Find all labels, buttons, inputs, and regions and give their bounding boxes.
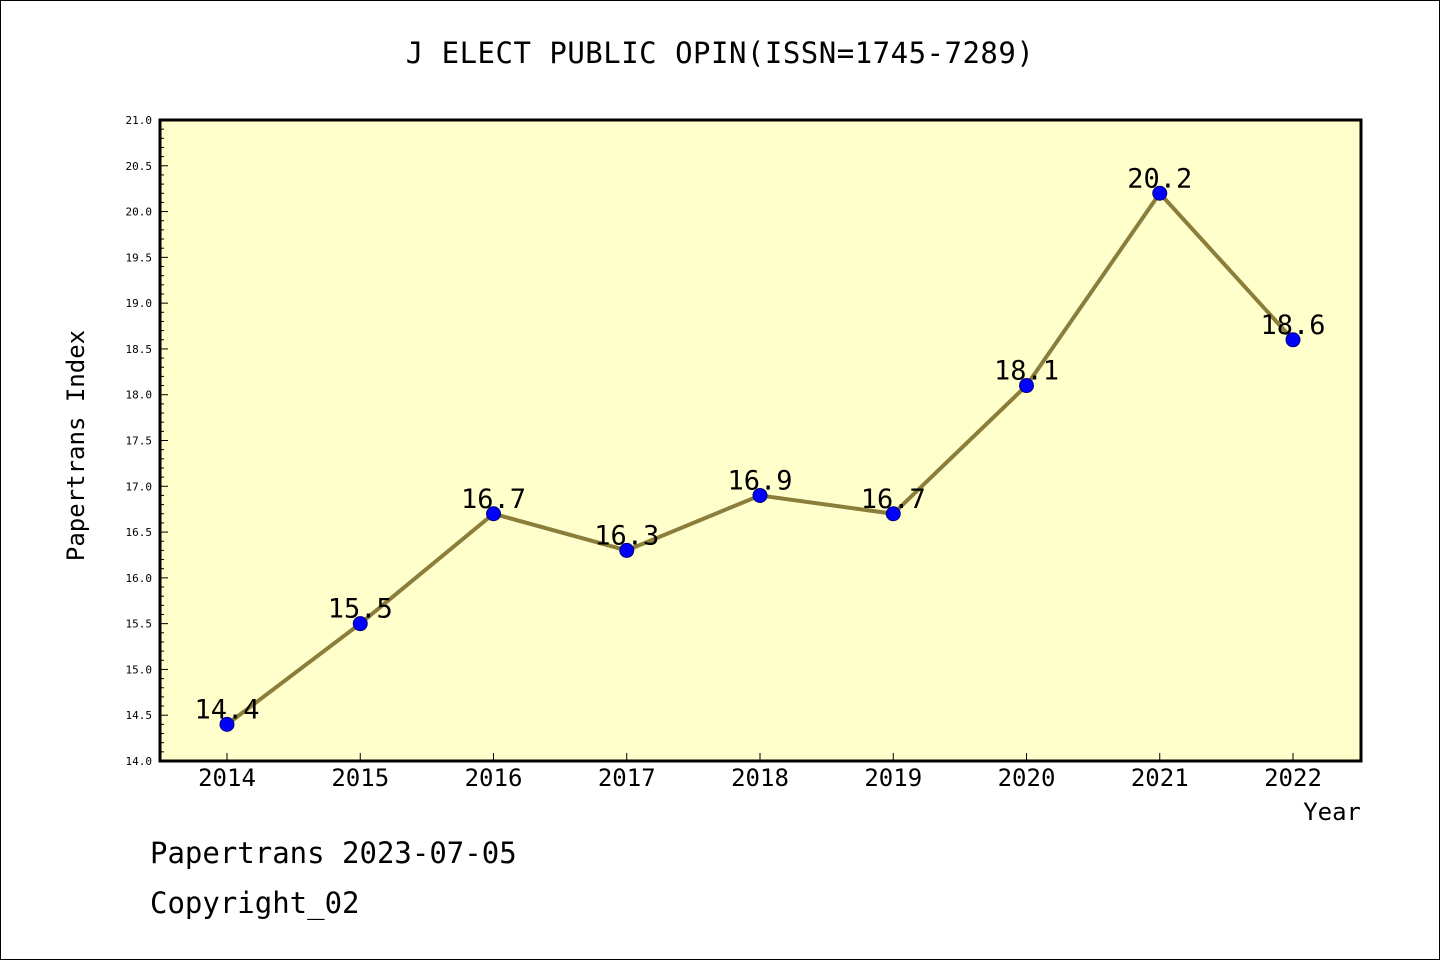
x-tick-label: 2016 (465, 764, 523, 792)
y-tick-label: 21.0 (126, 114, 153, 127)
x-axis-ticks: 2014 2015 2016 2017 2018 2019 2020 2021 2022 (198, 753, 1322, 792)
data-label: 18.6 (1260, 310, 1325, 341)
data-point-marker (486, 506, 501, 522)
y-tick-label: 17.5 (126, 435, 153, 448)
x-tick-label: 2021 (1131, 764, 1189, 792)
data-point-marker (219, 716, 235, 732)
data-point-marker (352, 616, 368, 632)
x-tick-label: 2019 (864, 764, 922, 792)
data-point-marker (1152, 185, 1168, 201)
y-tick-label: 15.5 (126, 618, 153, 631)
y-tick-label: 15.0 (126, 663, 153, 676)
plot-area (160, 120, 1361, 761)
data-label: 16.7 (861, 484, 926, 515)
y-tick-label: 19.5 (126, 251, 153, 264)
y-tick-label: 16.5 (126, 526, 153, 539)
x-axis-label: Year (1303, 798, 1361, 826)
data-labels: 14.4 15.5 16.7 16.3 16.9 16.7 18.1 20.2 18.6 (194, 163, 1325, 725)
y-axis-label: Papertrans Index (62, 330, 90, 561)
data-label: 16.7 (461, 484, 526, 515)
y-tick-label: 14.5 (126, 709, 153, 722)
x-tick-label: 2014 (198, 764, 256, 792)
data-point-marker (1285, 332, 1301, 348)
footer-date-text: Papertrans 2023-07-05 (150, 836, 517, 870)
chart-title: J ELECT PUBLIC OPIN(ISSN=1745-7289) (405, 36, 1035, 70)
y-tick-label: 14.0 (126, 755, 153, 768)
data-label: 15.5 (328, 594, 393, 625)
x-tick-label: 2022 (1264, 764, 1322, 792)
y-tick-label: 20.5 (126, 160, 153, 173)
data-point-marker (619, 542, 635, 558)
data-label: 16.9 (727, 465, 792, 496)
y-axis-ticks: 14.0 14.5 15.0 15.5 16.0 16.5 17.0 17.5 18.0 18.5… (126, 114, 153, 768)
data-point-marker (885, 506, 901, 522)
x-tick-label: 2017 (598, 764, 656, 792)
y-tick-label: 18.0 (126, 389, 153, 402)
y-tick-label: 16.0 (126, 572, 153, 585)
data-point-marker (1019, 378, 1034, 394)
x-tick-label: 2015 (331, 764, 389, 792)
data-label: 18.1 (994, 356, 1059, 387)
data-point-marker (752, 487, 768, 503)
data-label: 20.2 (1127, 163, 1192, 194)
y-tick-label: 18.5 (126, 343, 153, 356)
data-markers (219, 185, 1301, 732)
y-tick-label: 20.0 (126, 206, 153, 219)
y-tick-label: 17.0 (126, 480, 153, 493)
x-tick-label: 2020 (998, 764, 1056, 792)
footer-copyright-text: Copyright_02 (150, 886, 360, 920)
data-label: 16.3 (594, 520, 659, 551)
data-label: 14.4 (194, 694, 259, 725)
plot-border (158, 118, 1363, 763)
x-tick-label: 2018 (731, 764, 789, 792)
y-tick-label: 19.0 (126, 297, 153, 310)
